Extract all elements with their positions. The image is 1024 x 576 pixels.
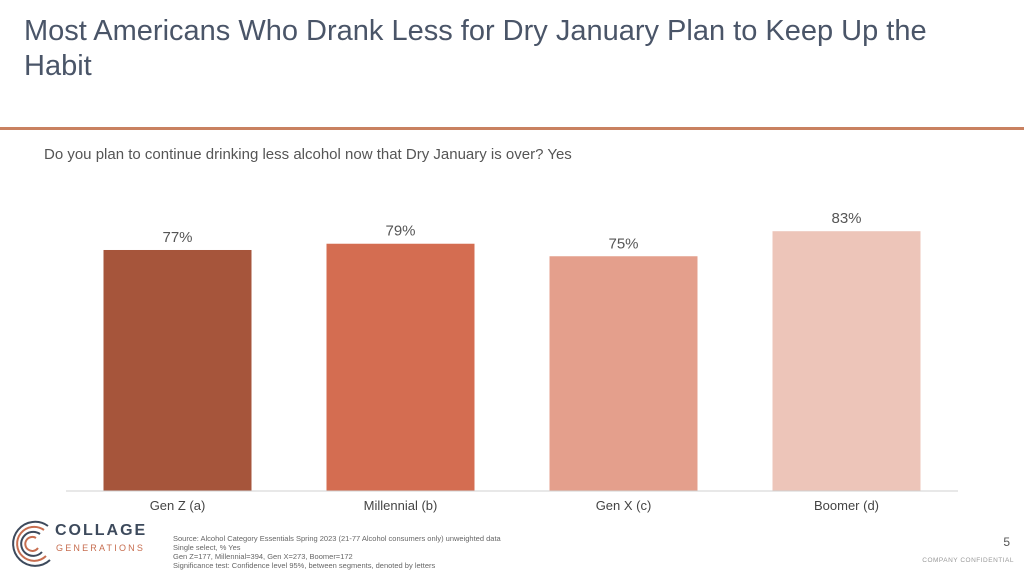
logo-subtitle: GENERATIONS <box>56 543 146 553</box>
title-divider <box>0 127 1024 130</box>
slide-title: Most Americans Who Drank Less for Dry Ja… <box>24 15 927 82</box>
bar <box>549 256 698 491</box>
data-label: 75% <box>608 235 638 252</box>
x-tick-label: Gen X (c) <box>596 498 652 513</box>
footnote-line: Single select, % Yes <box>173 543 241 552</box>
bar <box>772 231 921 491</box>
data-label: 79% <box>385 223 415 240</box>
data-label: 83% <box>831 210 861 227</box>
collage-logo-icon <box>12 520 51 567</box>
source-footnote: Source: Alcohol Category Essentials Spri… <box>173 534 733 570</box>
chart-subtitle: Do you plan to continue drinking less al… <box>44 146 572 163</box>
footnote-line: Significance test: Confidence level 95%,… <box>173 561 436 570</box>
bar <box>326 243 475 491</box>
x-tick-label: Boomer (d) <box>814 498 879 513</box>
bar <box>103 249 252 491</box>
data-label: 77% <box>162 229 192 246</box>
footnote-line: Source: Alcohol Category Essentials Spri… <box>173 534 501 543</box>
page-number: 5 <box>1003 535 1010 549</box>
logo-wordmark: COLLAGE <box>55 522 148 539</box>
x-tick-label: Gen Z (a) <box>150 498 206 513</box>
bar-group: 77% Gen Z (a) 79% Millennial (b) 75% Gen X (c… <box>103 210 921 513</box>
confidential-label: COMPANY CONFIDENTIAL <box>922 557 1014 564</box>
x-tick-label: Millennial (b) <box>364 498 438 513</box>
footnote-line: Gen Z=177, Millennial=394, Gen X=273, Bo… <box>173 552 353 561</box>
